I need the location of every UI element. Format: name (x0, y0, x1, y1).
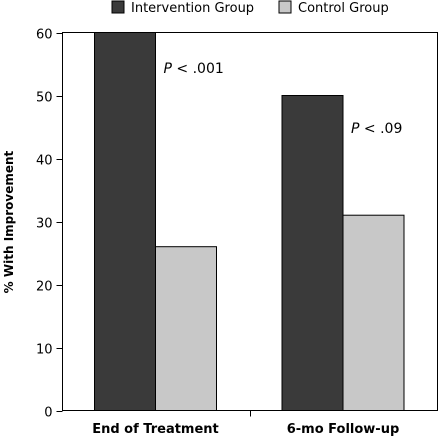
legend-label-control: Control Group (298, 1, 389, 16)
p-value-annotation-1: P < .09 (351, 121, 402, 137)
legend-swatch-control (278, 0, 292, 14)
y-tick-label-60: 60 (36, 28, 53, 43)
y-tick-label-50: 50 (36, 91, 53, 106)
y-tick-label-30: 30 (36, 217, 53, 232)
y-axis-label: % With Improvement (2, 150, 16, 293)
y-axis: 0 10 20 30 40 50 60 (36, 28, 63, 421)
legend-item-intervention: Intervention Group (111, 0, 254, 16)
p-value-symbol: P (164, 61, 173, 77)
y-tick-label-0: 0 (44, 406, 52, 421)
legend-label-intervention: Intervention Group (131, 1, 254, 16)
bar-intervention-1 (281, 95, 344, 411)
y-tick-label-40: 40 (36, 154, 53, 169)
y-tick-label-20: 20 (36, 280, 53, 295)
bar-control-1 (342, 214, 405, 411)
x-axis: End of Treatment 6-mo Follow-up (92, 410, 400, 437)
p-value-text: < .001 (172, 61, 224, 77)
legend-item-control: Control Group (278, 0, 389, 16)
bars (94, 32, 405, 411)
p-value-text: < .09 (359, 121, 402, 137)
bar-control-0 (155, 246, 217, 411)
category-label-0: End of Treatment (92, 422, 219, 437)
p-value-symbol: P (351, 121, 360, 137)
bar-intervention-0 (94, 32, 156, 411)
p-value-annotation-0: P < .001 (164, 61, 224, 77)
y-tick-label-10: 10 (36, 343, 53, 358)
category-label-1: 6-mo Follow-up (287, 422, 400, 437)
legend: Intervention Group Control Group (111, 0, 389, 16)
legend-swatch-intervention (111, 0, 125, 14)
